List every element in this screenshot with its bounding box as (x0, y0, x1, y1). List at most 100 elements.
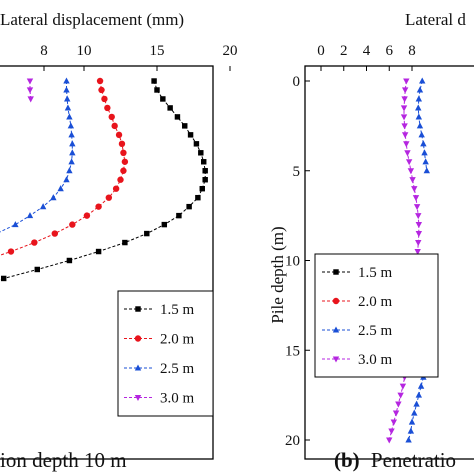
data-point (182, 123, 188, 129)
legend-item: 2.0 m (124, 332, 195, 348)
x-tick-label: 8 (40, 43, 48, 59)
data-point (401, 132, 409, 139)
data-point (418, 131, 425, 138)
panel-a-caption-text: ion depth 10 m (0, 448, 127, 472)
series-2-0m (0, 77, 129, 256)
data-point (98, 86, 105, 94)
data-point (186, 203, 192, 210)
data-point (403, 78, 410, 85)
data-point (31, 239, 38, 246)
legend-item: 3.0 m (322, 352, 393, 368)
data-point (63, 86, 70, 93)
data-point (422, 158, 429, 165)
data-point (415, 113, 423, 120)
data-point (403, 141, 410, 148)
panel-b-caption: (b) Penetratio (334, 448, 456, 472)
data-point (105, 194, 113, 201)
legend-label: 1.5 m (160, 302, 195, 318)
panel-b-legend: 1.5 m 2.0 m 2.5 m 3.0 m (314, 253, 439, 378)
legend-label: 3.0 m (358, 352, 393, 368)
data-point (201, 159, 207, 165)
data-point (400, 105, 408, 112)
x-tick-label: 10 (77, 43, 92, 59)
data-point (199, 185, 205, 192)
panel-a-chart: Lateral displacement (mm) 8 10 15 20 1.5 m 2… (0, 10, 238, 472)
data-point (409, 177, 416, 184)
panel-a-x-ticks: 8 10 15 20 (40, 43, 238, 71)
data-point (195, 194, 201, 201)
data-point (63, 77, 70, 84)
data-point (390, 419, 397, 426)
data-point (420, 140, 427, 147)
data-point (26, 212, 34, 219)
legend-label: 3.0 m (160, 391, 195, 407)
panel-b-x-axis-title: Lateral d (405, 10, 466, 29)
panel-a-series (0, 77, 208, 282)
data-point (417, 382, 425, 389)
data-point (176, 212, 182, 219)
data-point (401, 96, 408, 103)
data-point (68, 131, 75, 138)
data-point (401, 87, 409, 94)
data-point (415, 231, 423, 238)
legend-item: 2.5 m (124, 361, 195, 377)
panel-a-plot-frame (0, 65, 214, 460)
data-point (416, 86, 424, 93)
data-point (405, 436, 412, 443)
legend-label: 1.5 m (358, 265, 393, 281)
data-point (198, 150, 204, 156)
panel-a-legend: 1.5 m 2.0 m 2.5 m 3.0 m (117, 290, 214, 417)
x-tick-label: 8 (408, 43, 416, 59)
panel-a-x-axis-title: Lateral displacement (mm) (0, 10, 184, 29)
data-point (69, 149, 76, 156)
data-point (415, 222, 423, 229)
data-point (415, 213, 422, 220)
data-point (414, 248, 421, 256)
x-tick-label: 6 (386, 43, 394, 59)
data-point (64, 95, 71, 102)
data-point (95, 203, 102, 210)
series-2-5m (0, 77, 76, 233)
data-point (167, 105, 173, 111)
panel-b-caption-text: Penetratio (371, 448, 456, 472)
data-point (187, 132, 194, 138)
y-tick-label: 15 (285, 343, 300, 359)
data-point (416, 122, 424, 129)
x-tick-label: 2 (340, 43, 348, 59)
data-point (395, 401, 402, 408)
legend-label: 2.0 m (160, 332, 195, 348)
data-point (423, 167, 430, 174)
data-point (63, 176, 70, 183)
data-point (202, 168, 208, 174)
data-point (392, 410, 400, 417)
data-point (95, 248, 102, 255)
data-point (399, 383, 407, 390)
data-point (386, 437, 393, 444)
x-tick-label: 20 (223, 43, 238, 59)
data-point (407, 427, 415, 434)
data-point (405, 159, 413, 166)
legend-marker (134, 364, 142, 371)
legend-label: 2.5 m (160, 361, 195, 377)
panel-b-y-ticks: 0 5 10 15 20 (285, 74, 310, 449)
y-tick-label: 10 (285, 254, 300, 270)
data-point (421, 149, 428, 156)
legend-item: 2.0 m (322, 294, 393, 310)
legend-label: 2.0 m (358, 294, 393, 310)
data-point (64, 104, 72, 111)
x-tick-label: 0 (317, 43, 325, 59)
y-tick-label: 0 (293, 74, 301, 90)
data-point (401, 123, 408, 130)
legend-marker (332, 326, 340, 333)
y-tick-label: 20 (285, 433, 300, 449)
data-point (415, 104, 422, 111)
data-point (415, 239, 422, 247)
data-point (26, 78, 34, 85)
data-point (115, 131, 123, 139)
data-point (7, 248, 15, 255)
data-point (411, 186, 418, 193)
data-point (66, 167, 73, 174)
